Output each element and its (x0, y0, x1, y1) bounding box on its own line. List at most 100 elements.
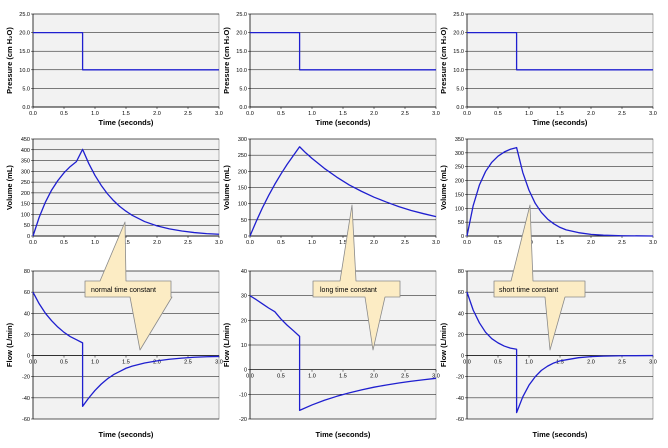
x-tick-label: 0.0 (463, 240, 471, 246)
y-tick-label: -40 (456, 396, 464, 402)
x-tick-label: 3.0 (215, 111, 223, 117)
callout-label: long time constant (320, 287, 377, 294)
y-tick-label: 300 (238, 137, 247, 143)
x-tick-label: 1.5 (339, 111, 347, 117)
y-tick-label: 15.0 (19, 49, 30, 55)
chart-p1: 0.0 5.0 10.0 15.0 20.0 25.0 0.0 0.5 1.0 1.5 2.0 2.5… (5, 12, 223, 127)
y-tick-label: 15.0 (453, 49, 464, 55)
y-tick-label: 60 (24, 290, 30, 296)
x-axis-label: Time (seconds) (533, 430, 588, 439)
y-tick-label: 450 (21, 137, 30, 143)
x-tick-label: 0.0 (463, 360, 471, 366)
y-tick-label: 400 (21, 148, 30, 154)
y-tick-label: 60 (458, 290, 464, 296)
y-tick-label: 80 (24, 269, 30, 275)
y-tick-label: 0 (27, 234, 30, 240)
x-tick-label: 1.0 (91, 111, 99, 117)
y-tick-label: 20 (241, 318, 247, 324)
y-tick-label: 0 (27, 354, 30, 360)
y-tick-label: 50 (458, 220, 464, 226)
y-tick-label: 20 (458, 332, 464, 338)
x-tick-label: 1.0 (525, 111, 533, 117)
series-line (250, 31, 436, 71)
x-tick-label: 1.0 (91, 240, 99, 246)
y-tick-label: -20 (22, 375, 30, 381)
y-tick-label: 40 (458, 311, 464, 317)
y-tick-label: 25.0 (236, 12, 247, 18)
x-tick-label: 0.0 (246, 111, 254, 117)
x-tick-label: 0.0 (29, 111, 37, 117)
series-line (249, 146, 437, 237)
plot-area (466, 138, 654, 237)
x-tick-label: 1.0 (308, 374, 316, 380)
x-tick-label: 1.5 (122, 240, 130, 246)
x-tick-label: 1.5 (556, 111, 564, 117)
y-tick-label: 200 (21, 191, 30, 197)
x-tick-label: 2.0 (370, 240, 378, 246)
callouts-layer: normal time constant long time constant … (84, 204, 586, 351)
chart-v1: 0 50 100 150 200 250 300 350 400 450 0.0 0.5 1.0 1.5 2… (5, 137, 223, 246)
chart-v3: 0501001502002503003500.00.51.01.52.02.53… (439, 137, 657, 246)
x-axis-label: Time (seconds) (316, 118, 371, 127)
y-tick-label: 50 (241, 218, 247, 224)
x-tick-label: 0.5 (60, 111, 68, 117)
y-axis-label: Pressure (cm H₂O) (5, 27, 14, 94)
y-tick-label: 250 (238, 153, 247, 159)
y-tick-label: 5.0 (22, 86, 30, 92)
x-tick-label: 2.5 (618, 240, 626, 246)
y-tick-label: 15.0 (236, 49, 247, 55)
series-line (33, 31, 219, 71)
y-tick-label: 20.0 (453, 31, 464, 37)
y-tick-label: 30 (241, 294, 247, 300)
y-tick-label: 0.0 (22, 105, 30, 111)
x-tick-label: 2.0 (153, 111, 161, 117)
x-tick-label: 2.5 (401, 240, 409, 246)
y-axis-label: Pressure (cm H₂O) (222, 27, 231, 94)
callout-label: short time constant (499, 287, 558, 294)
callout-shape (84, 221, 173, 351)
series-line (32, 148, 220, 237)
series-line (466, 146, 654, 237)
chart-p3: 0.0 5.0 10.0 15.0 20.0 25.0 0.0 0.5 1.0 1.5 2.0 2.5… (439, 12, 657, 127)
y-tick-label: 10 (241, 343, 247, 349)
y-tick-label: 50 (24, 223, 30, 229)
plot-area (249, 13, 437, 108)
x-tick-label: 2.0 (370, 374, 378, 380)
y-tick-label: 350 (455, 137, 464, 143)
plot-area (32, 138, 220, 237)
x-tick-label: 3.0 (432, 374, 440, 380)
y-tick-label: 300 (21, 169, 30, 175)
chart-v2: 0 50 100 150 200 250 300 0.0 0.5 1.0 1.5 2.0 2.5 3.0 V… (222, 137, 440, 246)
y-tick-label: 150 (455, 192, 464, 198)
x-tick-label: 0.0 (246, 374, 254, 380)
y-tick-label: 20.0 (236, 31, 247, 37)
y-tick-label: 250 (455, 165, 464, 171)
series-line (467, 31, 653, 71)
x-tick-label: 1.5 (339, 240, 347, 246)
x-tick-label: 2.0 (153, 360, 161, 366)
callout-long-time-constant: long time constant (312, 204, 401, 351)
callout-shape (493, 204, 586, 351)
y-tick-label: 40 (241, 269, 247, 275)
y-tick-label: -40 (22, 396, 30, 402)
x-tick-label: 0.5 (277, 111, 285, 117)
x-axis-label: Time (seconds) (99, 430, 154, 439)
series-line (466, 291, 654, 414)
callout-shape (312, 204, 401, 351)
x-axis-label: Time (seconds) (533, 118, 588, 127)
y-axis-label: Volume (mL) (222, 165, 231, 210)
callout-label: normal time constant (91, 287, 156, 294)
y-tick-label: -20 (456, 375, 464, 381)
x-tick-label: 1.0 (91, 360, 99, 366)
x-tick-label: 2.5 (618, 360, 626, 366)
x-tick-label: 3.0 (432, 240, 440, 246)
x-tick-label: 2.0 (153, 240, 161, 246)
x-tick-label: 2.5 (184, 240, 192, 246)
y-tick-label: -10 (239, 392, 247, 398)
x-tick-label: 1.5 (339, 374, 347, 380)
x-tick-label: 2.0 (587, 240, 595, 246)
x-tick-label: 0.5 (60, 240, 68, 246)
y-axis-label: Volume (mL) (439, 165, 448, 210)
y-tick-label: 5.0 (456, 86, 464, 92)
